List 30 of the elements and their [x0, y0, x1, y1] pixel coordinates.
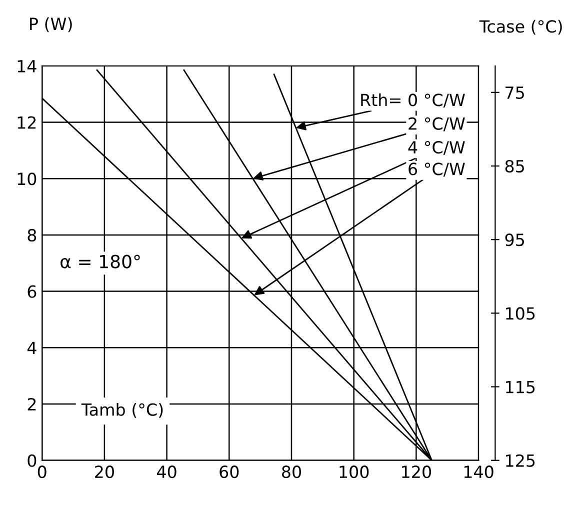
y2-tick-label: 75 [506, 86, 524, 99]
x-tick-label: 60 [220, 466, 239, 478]
y-tick-label: 2 [28, 398, 36, 410]
annotation: 4 °C/W [408, 140, 465, 155]
x-tick-label: 140 [464, 466, 494, 478]
x-tick-label: 0 [38, 466, 46, 478]
y-tick-label: 10 [18, 172, 36, 186]
y-tick-label: 12 [18, 116, 36, 129]
y-tick-label: 8 [28, 228, 36, 242]
y-tick-label: 4 [27, 342, 36, 354]
annotation: 6 °C/W [408, 162, 465, 177]
x-tick-label: 40 [157, 466, 176, 478]
annotation: 2 °C/W [408, 117, 465, 132]
annotation: Rth= 0 °C/W [361, 93, 465, 108]
x-tick-label: 20 [95, 466, 114, 478]
y2-tick-label: 85 [505, 160, 524, 173]
x-tick-label: 120 [402, 466, 431, 478]
y-tick-label: 14 [18, 60, 36, 72]
y2-tick-label: 95 [505, 234, 524, 246]
annotation: α = 180° [60, 254, 140, 268]
x-axis-title: Tamb (°C) [81, 402, 163, 418]
x-tick-label: 80 [282, 466, 301, 478]
y2-tick-label: 105 [506, 307, 535, 320]
y2-tick-label: 115 [506, 380, 535, 394]
y-tick-label: 0 [28, 454, 36, 467]
y-axis-title: P (W) [30, 17, 72, 32]
y2-tick-label: 125 [506, 454, 535, 467]
x-tick-label: 100 [340, 466, 369, 478]
y2-axis-title: Tcase (°C) [479, 20, 562, 35]
y-tick-label: 6 [28, 285, 36, 298]
